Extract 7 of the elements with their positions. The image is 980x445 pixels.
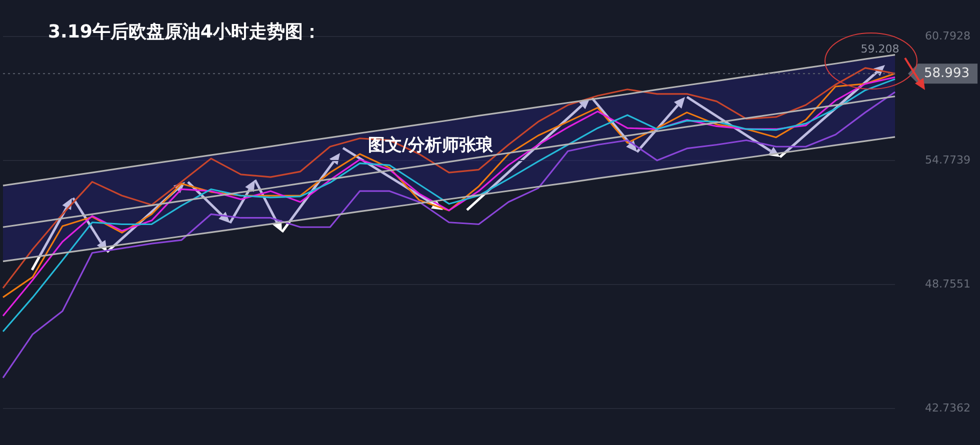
y-tick-label: 48.7551 xyxy=(925,277,970,290)
y-tick-label: 54.7739 xyxy=(925,153,970,166)
y-tick-label: 42.7362 xyxy=(925,401,970,414)
ref-line-label: 58.993 xyxy=(924,66,970,82)
chart-title: 3.19午后欧盘原油4小时走势图： xyxy=(48,22,321,43)
y-tick-label: 60.7928 xyxy=(925,29,970,42)
annotation: 59.208 xyxy=(860,42,900,56)
